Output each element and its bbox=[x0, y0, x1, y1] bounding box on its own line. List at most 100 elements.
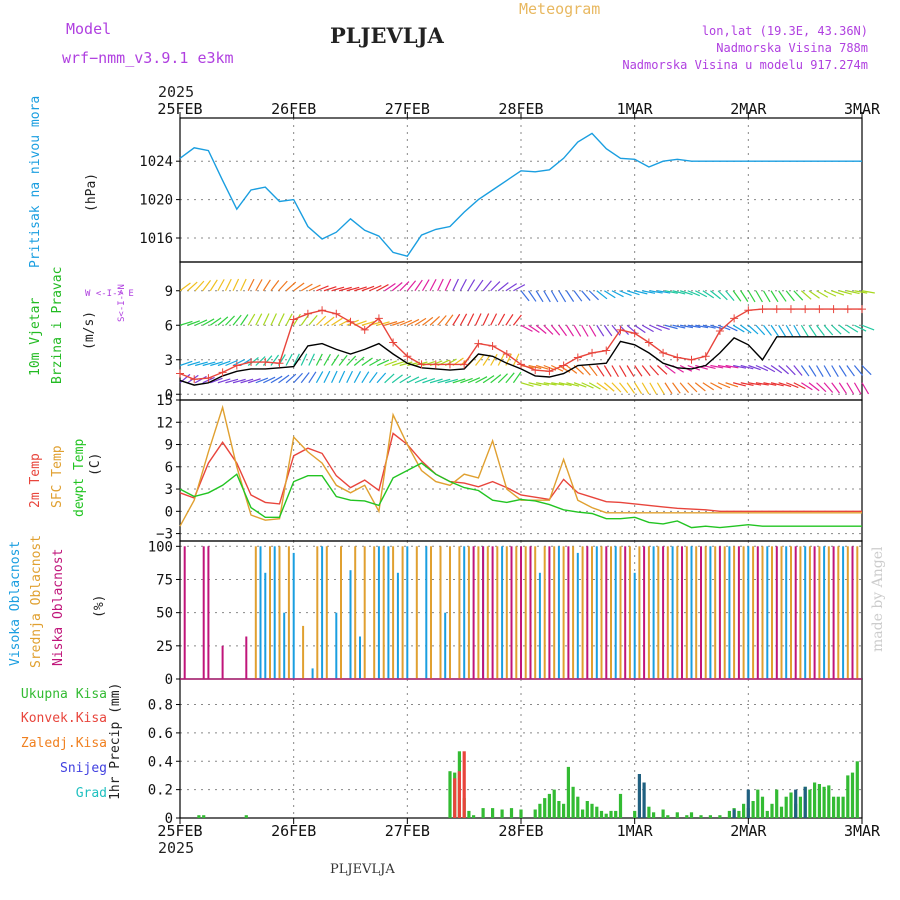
wind-arrow bbox=[551, 382, 565, 386]
wind-arrow bbox=[596, 365, 605, 377]
gust-marker bbox=[744, 306, 753, 315]
wind-arrow bbox=[573, 324, 582, 337]
wind-arrow bbox=[225, 315, 235, 326]
wind-arrow bbox=[588, 324, 597, 337]
wind-arrow bbox=[217, 360, 231, 367]
bar-ukupna-kisa bbox=[737, 810, 741, 818]
gust-marker bbox=[545, 367, 554, 376]
wind-arrow bbox=[225, 378, 239, 384]
wind-arrow bbox=[308, 284, 321, 292]
wind-arrow bbox=[748, 382, 762, 386]
wind-arrow bbox=[179, 320, 193, 326]
wind-arrow bbox=[376, 284, 389, 292]
bar-srednja-oblacnost bbox=[415, 546, 418, 679]
wind-arrow bbox=[588, 382, 601, 390]
legend-graupel: Grad bbox=[75, 786, 107, 801]
wind-arrow bbox=[793, 324, 801, 337]
gust-marker bbox=[673, 353, 682, 362]
wind-arrow bbox=[603, 365, 612, 377]
wind-arrow bbox=[695, 364, 708, 370]
model-label: Model bbox=[66, 20, 112, 38]
gust-marker bbox=[815, 305, 824, 314]
bar-srednja-oblacnost bbox=[638, 546, 641, 679]
bar-srednja-oblacnost bbox=[477, 546, 480, 679]
wind-arrow bbox=[270, 313, 277, 326]
wind-arrow bbox=[406, 280, 417, 292]
bar-ukupna-kisa bbox=[197, 815, 201, 818]
bar-srednja-oblacnost bbox=[392, 546, 395, 679]
bar-ukupna-kisa bbox=[599, 810, 604, 818]
bar-ukupna-kisa bbox=[770, 803, 774, 818]
bar-ukupna-kisa bbox=[775, 789, 779, 818]
gust-marker bbox=[488, 341, 497, 350]
wind-arrow bbox=[536, 382, 550, 386]
y-tick-label: 15 bbox=[156, 393, 173, 409]
wind-arrow bbox=[520, 324, 533, 332]
wind-arrow bbox=[816, 324, 825, 336]
wind-arrow bbox=[300, 372, 310, 384]
bar-snijeg bbox=[794, 789, 798, 818]
bar-ukupna-kisa bbox=[491, 808, 495, 818]
wind-arrow bbox=[664, 382, 673, 394]
y-tick-label: 6 bbox=[165, 318, 173, 334]
wind-arrow bbox=[308, 353, 315, 366]
wind-arrow bbox=[278, 280, 288, 292]
bar-niska-oblacnost bbox=[520, 546, 522, 679]
wind-arrow bbox=[316, 285, 329, 292]
gust-marker bbox=[332, 309, 341, 318]
bar-visoka-oblacnost bbox=[335, 612, 338, 679]
y-tick-label: 6 bbox=[165, 460, 173, 476]
footer-station: PLJEVLJA bbox=[330, 862, 395, 877]
wind-arrow bbox=[240, 378, 254, 384]
wind-arrow bbox=[505, 372, 515, 384]
wind-arrow bbox=[770, 365, 783, 374]
wind-arrow bbox=[762, 290, 771, 303]
wind-arrow bbox=[740, 382, 754, 386]
wind-arrow bbox=[763, 324, 772, 336]
wind-arrow bbox=[588, 290, 599, 301]
bar-visoka-oblacnost bbox=[292, 552, 295, 679]
bar-visoka-oblacnost bbox=[538, 572, 541, 679]
wind-arrow bbox=[376, 359, 390, 367]
wind-arrow bbox=[733, 364, 747, 369]
wind-arrow bbox=[649, 290, 663, 294]
wind-arrow bbox=[710, 290, 721, 300]
wind-arrow bbox=[604, 290, 616, 299]
wind-arrow bbox=[581, 382, 594, 389]
bar-srednja-oblacnost bbox=[401, 546, 404, 679]
wind-arrow bbox=[263, 376, 276, 384]
wind-arrow bbox=[437, 278, 444, 292]
cloud-unit: (%) bbox=[92, 594, 107, 618]
wind-arrow bbox=[414, 317, 427, 326]
wind-arrow bbox=[831, 365, 839, 377]
wind-arrow bbox=[346, 355, 357, 366]
bar-ukupna-kisa bbox=[822, 786, 826, 818]
wind-arrow bbox=[399, 281, 410, 292]
bar-ukupna-kisa bbox=[202, 815, 206, 818]
wind-arrow bbox=[308, 314, 318, 326]
wind-arrow bbox=[285, 281, 297, 292]
temp-unit: (C) bbox=[88, 452, 103, 476]
wind-arrow bbox=[369, 284, 382, 292]
wind-arrow bbox=[421, 279, 430, 292]
bar-ukupna-kisa bbox=[533, 809, 537, 818]
wind-arrow bbox=[725, 290, 735, 301]
wind-arrow bbox=[187, 281, 198, 292]
bar-ukupna-kisa bbox=[798, 796, 802, 818]
wind-arrow bbox=[490, 313, 498, 326]
wind-arrow bbox=[179, 360, 193, 367]
wind-arrow bbox=[672, 290, 686, 295]
y-tick-label: 0 bbox=[165, 672, 173, 688]
bar-srednja-oblacnost bbox=[846, 546, 849, 679]
wind-arrow bbox=[861, 324, 875, 331]
bar-konvek-kisa bbox=[457, 771, 461, 818]
wind-arrow bbox=[368, 371, 378, 384]
wind-arrow bbox=[217, 279, 225, 292]
wind-arrow bbox=[550, 324, 561, 336]
wind-arrow bbox=[467, 313, 475, 326]
bar-srednja-oblacnost bbox=[676, 546, 679, 679]
y-tick-label: 0 bbox=[165, 811, 173, 827]
wind-arrow bbox=[695, 324, 709, 329]
gust-marker bbox=[517, 360, 525, 369]
wind-arrow bbox=[710, 382, 723, 390]
